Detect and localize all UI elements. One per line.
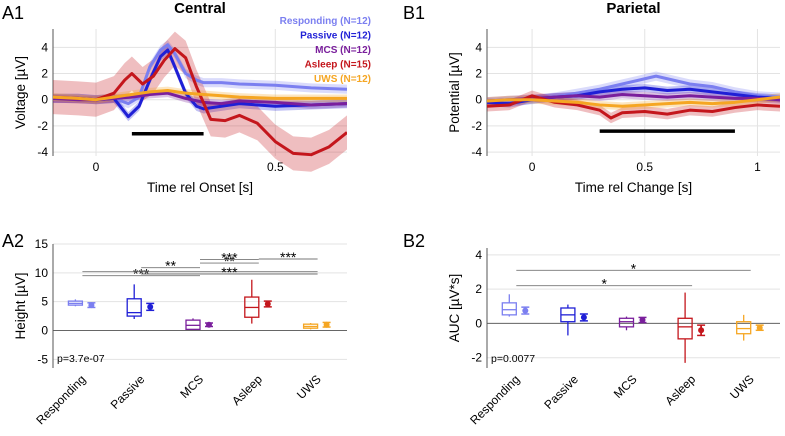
- category-label: UWS: [294, 372, 324, 402]
- y-tick-label: -4: [471, 145, 482, 159]
- y-tick-label: 0: [475, 93, 482, 107]
- y-tick-label: 2: [475, 282, 482, 296]
- legend-item-uws: UWS (N=12): [314, 74, 371, 85]
- legend-item-passive: Passive (N=12): [300, 31, 371, 42]
- category-label: Responding: [467, 372, 522, 427]
- chart-title: Central: [174, 0, 226, 17]
- series-line-asleep: [487, 94, 780, 120]
- y-tick-label: -4: [37, 145, 48, 159]
- x-axis-label: Time rel Onset [s]: [147, 180, 253, 195]
- significance-label: ***: [221, 264, 238, 280]
- chart-a1-central: -4 -2 0 2 4 0 0.5 Central Time rel Onset [s] Volt…: [13, 0, 371, 195]
- y-axis-label: Potential [µV]: [447, 52, 462, 133]
- category-label: Responding: [33, 372, 88, 427]
- mean-point-mcs: [206, 321, 212, 328]
- y-tick-label: 15: [35, 237, 49, 251]
- y-tick-label: 2: [475, 67, 482, 81]
- legend-item-responding: Responding (N=12): [280, 16, 371, 27]
- mean-point-mcs: [639, 317, 646, 323]
- category-label: UWS: [727, 372, 757, 402]
- chart-title: Parietal: [606, 0, 660, 17]
- series-line-uws: [487, 95, 780, 108]
- category-label: Asleep: [662, 372, 698, 408]
- plot-area: [487, 248, 780, 368]
- y-tick-label: 10: [35, 266, 49, 280]
- mean-point-uws: [756, 324, 763, 331]
- box-asleep: [677, 317, 693, 340]
- chart-b2-auc: -2 0 2 4 Responding Passive MCS Asleep UWS * * p=0.…: [447, 248, 780, 427]
- category-label: MCS: [611, 372, 640, 401]
- panel-label-b1: B1: [403, 3, 425, 23]
- panel-label-a2: A2: [2, 231, 24, 251]
- significance-label: *: [601, 276, 607, 292]
- p-value: p=0.0077: [491, 353, 535, 365]
- legend-item-mcs: MCS (N=12): [315, 45, 371, 56]
- y-tick-label: 4: [475, 40, 482, 54]
- y-tick-label: -2: [471, 119, 482, 133]
- significance-label: **: [224, 253, 235, 269]
- box-responding: [501, 302, 517, 316]
- panel-label-a1: A1: [2, 3, 24, 23]
- y-tick-label: -2: [37, 119, 48, 133]
- category-label: Asleep: [229, 372, 265, 408]
- y-axis-label: Voltage [µV]: [13, 56, 28, 129]
- significance-label: ***: [221, 250, 238, 266]
- x-tick-label: 0: [93, 160, 100, 174]
- y-tick-label: 2: [41, 67, 48, 81]
- legend-item-asleep: Asleep (N=15): [305, 60, 371, 71]
- series-band-mcs: [487, 90, 780, 105]
- mean-point-passive: [147, 303, 154, 310]
- series-line-asleep: [53, 47, 347, 157]
- y-tick-label: 0: [41, 324, 48, 338]
- significance-label: **: [165, 258, 176, 274]
- y-tick-label: -5: [37, 352, 48, 366]
- significance-label: *: [631, 260, 637, 276]
- x-tick-label: 0.5: [636, 160, 653, 174]
- box-uws: [736, 321, 752, 335]
- mean-point-asleep: [264, 300, 271, 307]
- y-tick-label: 5: [41, 295, 48, 309]
- category-label: Passive: [108, 372, 148, 412]
- series-band-responding: [53, 40, 347, 109]
- p-value: p=3.7e-07: [57, 353, 105, 365]
- mean-point-passive: [580, 314, 587, 321]
- plot-area: [53, 244, 347, 368]
- y-tick-label: 0: [475, 316, 482, 330]
- x-tick-label: 0.5: [267, 160, 284, 174]
- y-tick-label: 4: [41, 40, 48, 54]
- category-label: Passive: [541, 372, 581, 412]
- box-mcs: [618, 317, 635, 328]
- y-tick-label: 0: [41, 93, 48, 107]
- mean-point-responding: [522, 307, 529, 314]
- mean-point-uws: [323, 321, 330, 328]
- y-tick-label: -2: [471, 351, 482, 365]
- category-label: MCS: [177, 372, 206, 401]
- box-passive: [126, 298, 142, 317]
- chart-b1-parietal: -4 -2 0 2 4 0 0.5 1 Parietal Time rel Change [s] P…: [447, 0, 780, 195]
- significance-label: ***: [280, 249, 297, 265]
- mean-point-asleep: [698, 327, 705, 334]
- mean-point-responding: [88, 302, 95, 309]
- x-tick-label: 1: [754, 160, 761, 174]
- y-axis-label: Height [µV]: [13, 272, 28, 339]
- series-band-uws: [487, 93, 780, 111]
- x-axis-label: Time rel Change [s]: [575, 180, 692, 195]
- y-tick-label: 4: [475, 248, 482, 262]
- x-tick-label: 0: [529, 160, 536, 174]
- series-line-uws: [53, 89, 347, 102]
- y-axis-label: AUC [µV*s]: [447, 274, 462, 343]
- panel-label-b2: B2: [403, 231, 425, 251]
